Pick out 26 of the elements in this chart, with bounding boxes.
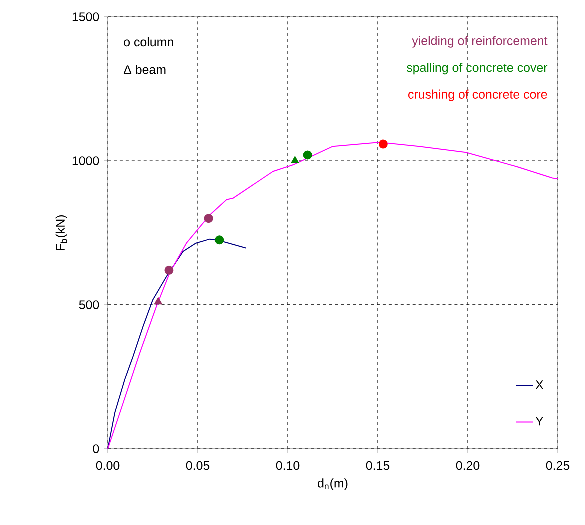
x-tick-label: 0.15 — [366, 461, 390, 470]
x-tick-label: 0.10 — [276, 461, 300, 470]
x-tick-label: 0.00 — [96, 461, 120, 470]
x-tick-label: 0.25 — [546, 461, 570, 470]
legend-label: Y — [536, 417, 544, 426]
legend-label: X — [536, 380, 544, 390]
annotation: Δ beam — [124, 65, 166, 74]
text: crushing of concrete core — [408, 90, 548, 102]
point — [204, 214, 214, 224]
x-axis-title: d$_{n}$(m) — [318, 478, 348, 490]
point — [154, 298, 162, 305]
x-tick-label: 0.20 — [456, 461, 480, 470]
point — [303, 150, 312, 160]
y-tick-label: 1500 — [72, 12, 100, 22]
x-tick-label: 0.05 — [186, 461, 210, 470]
point — [291, 156, 300, 164]
point — [164, 266, 174, 275]
point — [378, 140, 388, 149]
y-tick-label: 500 — [79, 300, 100, 310]
text: spalling of concrete cover — [406, 63, 548, 75]
text: yielding of reinforcement — [412, 36, 548, 48]
y-tick-label: 0 — [93, 444, 100, 454]
y-tick-label: 1000 — [72, 156, 100, 166]
annotation: o column — [124, 37, 174, 47]
y-axis-title: F$_{b}$(kN) — [56, 216, 68, 250]
point — [215, 236, 224, 245]
